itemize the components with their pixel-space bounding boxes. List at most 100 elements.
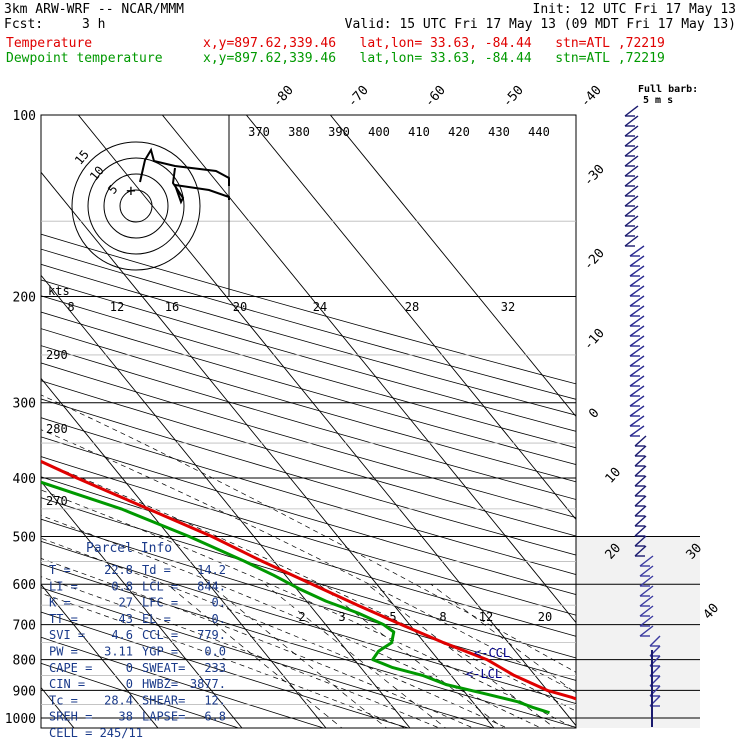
- dry-adiabat-line: [41, 456, 576, 616]
- dry-adiabat-line: [41, 540, 576, 704]
- parcel-value: 0.: [212, 612, 226, 626]
- init-time: Init: 12 UTC Fri 17 May 13: [532, 2, 737, 17]
- parcel-value: 22.8: [104, 563, 133, 577]
- isotherm-line: [245, 115, 576, 521]
- pressure-tick-label: 1000: [5, 712, 36, 727]
- wind-barb-staff: [639, 615, 654, 627]
- isotherm-line: [161, 115, 576, 624]
- wind-barb-staff: [639, 565, 654, 577]
- hodograph-ring-label: 10: [87, 163, 107, 183]
- wind-barb-staff: [634, 455, 647, 467]
- moist-adiabat-line: [41, 537, 508, 728]
- moist-adiabat-line: [41, 429, 576, 693]
- parcel-key: CIN =: [49, 677, 85, 691]
- parcel-key: SWEAT=: [142, 661, 185, 675]
- pressure-tick-label: 100: [13, 109, 36, 124]
- wind-barb-staff: [629, 405, 645, 417]
- parcel-key: T =: [49, 563, 71, 577]
- wind-barb-staff: [624, 205, 639, 217]
- mixing-ratio-label: 8: [439, 610, 446, 624]
- isotherm-line: [77, 115, 576, 727]
- wind-barb-staff: [639, 555, 654, 567]
- wind-barb-staff: [629, 385, 645, 397]
- parcel-key: SVI =: [49, 628, 85, 642]
- hodograph-trace: [139, 147, 230, 186]
- moist-adiabat-line: [41, 576, 440, 728]
- parcel-value: 0.0: [204, 645, 226, 659]
- mixing-ratio-label: 3: [338, 610, 345, 624]
- wind-barb-staff: [624, 175, 639, 187]
- hodograph-speed-label: 28: [405, 300, 419, 314]
- dry-adiabat-line: [41, 233, 576, 385]
- mixing-ratio-label: 2: [298, 610, 305, 624]
- parcel-value: 28.4: [104, 693, 133, 707]
- wind-barb-staff: [649, 635, 661, 647]
- mixing-ratio-line: [318, 583, 504, 728]
- parcel-key: K =: [49, 596, 71, 610]
- valid-time: Valid: 15 UTC Fri 17 May 13 (09 MDT Fri …: [344, 17, 736, 32]
- theta-label: 380: [288, 125, 310, 139]
- wind-barb-staff: [624, 185, 639, 197]
- wind-barb-staff: [624, 215, 639, 227]
- hodograph-speed-label: 32: [501, 300, 515, 314]
- isotherm-line: [41, 583, 159, 728]
- parcel-value: 0.8: [111, 579, 133, 593]
- parcel-key: CCL =: [142, 628, 178, 642]
- parcel-key: LCL =: [142, 579, 178, 593]
- dry-adiabat-line: [41, 248, 576, 400]
- theta-label: 400: [368, 125, 390, 139]
- parcel-value: 14.2: [197, 563, 226, 577]
- pressure-tick-label: 300: [13, 397, 36, 412]
- lcl-annotation: <-LCL: [466, 667, 502, 681]
- trace-dewpoint-temperature: [41, 480, 550, 715]
- pressure-tick-label: 200: [13, 291, 36, 306]
- wind-barb-staff: [629, 325, 645, 337]
- wind-barb-staff: [629, 345, 645, 357]
- pressure-tick-label: 900: [13, 684, 36, 699]
- wind-barbs: [624, 105, 661, 727]
- dry-adiabat-label: 290: [46, 348, 68, 362]
- wind-barb-staff: [634, 535, 647, 547]
- wind-barb-staff: [634, 485, 647, 497]
- isotherm-label: 0: [586, 406, 602, 422]
- parcel-key: LAPSE=: [142, 710, 185, 724]
- isotherm-line: [41, 377, 327, 728]
- hodograph-ring: [71, 141, 201, 271]
- parcel-value: 233: [204, 661, 226, 675]
- parcel-key: LI =: [49, 579, 78, 593]
- hodograph-ring: [119, 189, 153, 223]
- wind-barb-staff: [624, 155, 639, 167]
- mixing-ratio-label: 12: [479, 610, 493, 624]
- hodograph-ring: [87, 157, 185, 255]
- parcel-value: 4.6: [111, 628, 133, 642]
- wind-barb-staff: [629, 255, 645, 267]
- barb-key-line1: Full barb:: [638, 84, 698, 95]
- wind-barb-staff: [629, 365, 645, 377]
- dry-adiabat-line: [41, 563, 576, 728]
- legend-dewpoint-info: x,y=897.62,339.46 lat,lon= 33.63, -84.44…: [203, 51, 665, 66]
- isotherm-label: -70: [345, 83, 372, 110]
- dry-adiabat-line: [41, 436, 576, 595]
- wind-barb-staff: [629, 395, 645, 407]
- mixing-ratio-label: 5: [389, 610, 396, 624]
- isobars: [41, 114, 700, 719]
- trace-temperature: [41, 459, 576, 701]
- parcel-value: 38: [119, 710, 133, 724]
- mixing-ratio-line: [166, 583, 343, 728]
- mixing-ratio-line: [264, 583, 447, 728]
- moist-adiabat-line: [41, 489, 576, 728]
- wind-barb-staff: [624, 235, 639, 247]
- parcel-key: PW =: [49, 645, 78, 659]
- parcel-value: 3877.: [190, 677, 226, 691]
- parcel-key: EL =: [142, 612, 171, 626]
- dry-adiabat-line: [41, 611, 410, 728]
- parcel-key: CAPE =: [49, 661, 92, 675]
- hodograph-ring-label: 15: [72, 147, 92, 167]
- barb-key-line2: 5 m s: [643, 95, 673, 106]
- sounding-annotations: <-CCL <-LCL: [466, 646, 510, 681]
- dry-adiabat-line: [41, 417, 576, 575]
- parcel-key: SHEAR=: [142, 693, 185, 707]
- dry-adiabat-line: [41, 263, 576, 416]
